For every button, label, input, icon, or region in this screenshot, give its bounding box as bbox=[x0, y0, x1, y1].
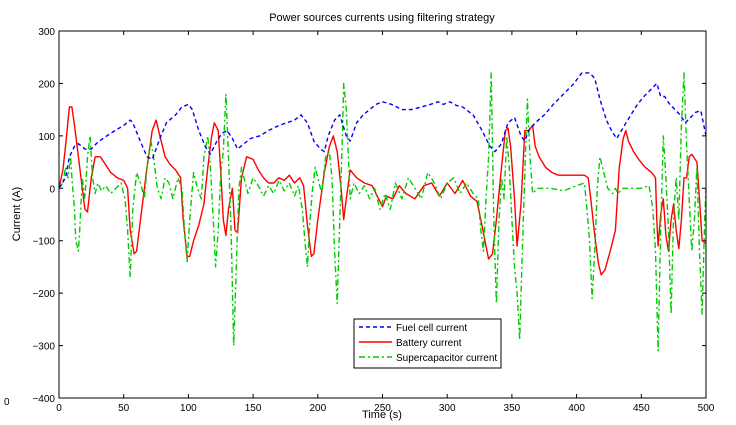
y-tick-label: 0 bbox=[49, 184, 55, 195]
stray-zero-label: 0 bbox=[4, 397, 10, 408]
legend-label-1: Battery current bbox=[396, 338, 462, 349]
legend-label-0: Fuel cell current bbox=[396, 323, 467, 334]
x-axis-label: Time (s) bbox=[362, 409, 402, 421]
x-tick-label: 450 bbox=[633, 403, 650, 414]
series-line-1 bbox=[59, 106, 706, 276]
x-tick-label: 200 bbox=[309, 403, 326, 414]
series-layer bbox=[59, 72, 706, 352]
y-tick-label: −300 bbox=[32, 342, 55, 353]
y-tick-label: −200 bbox=[32, 289, 55, 300]
series-line-0 bbox=[59, 72, 706, 189]
legend: Fuel cell current Battery current Supercap… bbox=[353, 318, 502, 369]
legend-label-2: Supercapacitor current bbox=[396, 353, 497, 364]
x-tick-label: 150 bbox=[245, 403, 262, 414]
x-tick-label: 400 bbox=[568, 403, 585, 414]
x-tick-label: 300 bbox=[439, 403, 456, 414]
x-tick-label: 350 bbox=[504, 403, 521, 414]
x-tick-label: 50 bbox=[118, 403, 130, 414]
x-tick-label: 250 bbox=[374, 403, 391, 414]
x-tick-label: 0 bbox=[56, 403, 62, 414]
y-tick-label: −400 bbox=[32, 394, 55, 405]
chart-title: Power sources currents using filtering s… bbox=[269, 12, 495, 24]
y-tick-label: 200 bbox=[38, 79, 55, 90]
legend-box bbox=[353, 318, 502, 369]
y-tick-label: −100 bbox=[32, 237, 55, 248]
series-line-2 bbox=[59, 72, 706, 352]
y-tick-label: 300 bbox=[38, 27, 55, 38]
axis-ticks: 0 50 100 150 200 250 300 350 400 450 500 −400 −300 −2… bbox=[32, 27, 714, 414]
plot-frame bbox=[58, 30, 707, 399]
y-axis-label: Current (A) bbox=[11, 187, 23, 241]
y-tick-label: 100 bbox=[38, 132, 55, 143]
x-tick-label: 100 bbox=[180, 403, 197, 414]
x-tick-label: 500 bbox=[698, 403, 715, 414]
